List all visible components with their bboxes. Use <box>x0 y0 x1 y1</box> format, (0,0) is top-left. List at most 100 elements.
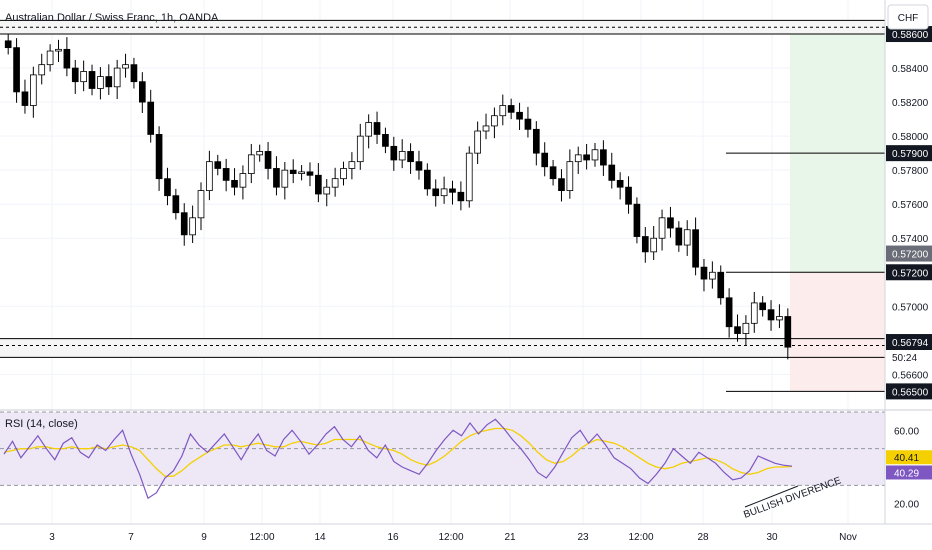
candle-body <box>197 190 205 219</box>
candle-body <box>281 169 289 188</box>
candle-body <box>449 188 456 193</box>
candle-body <box>390 145 398 161</box>
candle-body <box>214 161 222 169</box>
candle-body <box>541 152 549 168</box>
candle-body <box>583 154 590 161</box>
currency-button[interactable]: CHF <box>887 4 929 30</box>
price-tag <box>886 26 932 43</box>
candle-body <box>331 178 339 188</box>
candle-body <box>499 105 507 117</box>
candle-body <box>633 203 641 237</box>
price-axis[interactable]: 0.58400 0.58200 0.58000 0.57800 0.57600 0.574… <box>886 26 932 400</box>
time-tick-label: 23 <box>577 532 589 543</box>
rsi-line <box>3 418 793 500</box>
candle-body <box>524 118 532 130</box>
candle-body <box>21 91 29 106</box>
price-tag-label: 0.56500 <box>892 387 929 398</box>
currency-button-label: CHF <box>898 13 919 24</box>
price-tag <box>886 264 932 281</box>
chart-title: Australian Dollar / Swiss Franc, 1h, OAN… <box>5 12 219 24</box>
time-tick-label: 9 <box>201 532 207 543</box>
candle-body <box>600 149 607 166</box>
candle-body <box>256 151 264 156</box>
time-tick-label: 28 <box>697 532 709 543</box>
rsi-ma-tag <box>886 450 932 465</box>
candle-body <box>138 81 146 103</box>
candle-body <box>465 152 473 202</box>
candle-body <box>105 76 113 88</box>
candle-body <box>750 302 758 324</box>
candle-body <box>667 217 674 229</box>
candle-body <box>700 266 708 280</box>
candle-body <box>239 173 247 188</box>
candle-layer <box>4 34 792 360</box>
candle-body <box>289 169 297 174</box>
candle-body <box>616 179 624 188</box>
candle-body <box>734 326 741 334</box>
rsi-axis[interactable]: 60.00 20.00 40.41 40.29 <box>886 426 932 511</box>
loss-zone <box>790 272 885 392</box>
candle-body <box>71 67 79 83</box>
level-layer <box>0 19 885 392</box>
candle-body <box>742 322 750 334</box>
candle-body <box>264 151 272 169</box>
candle-body <box>172 195 180 214</box>
candle-body <box>482 125 490 132</box>
price-tag <box>886 383 932 400</box>
rsi-pane[interactable]: BULLISH DIVERENCE <box>0 411 885 521</box>
candle-body <box>784 316 792 348</box>
candle-body <box>717 271 725 299</box>
candle-body <box>398 151 406 161</box>
candle-body <box>549 166 557 180</box>
time-tick-label: 14 <box>314 532 326 543</box>
candle-body <box>130 64 138 83</box>
rsi-ma-tag-label: 40.41 <box>894 453 919 464</box>
time-tick-label: 30 <box>766 532 778 543</box>
candle-body <box>273 168 280 188</box>
candle-body <box>625 186 632 205</box>
time-tick-label: 12:00 <box>249 532 274 543</box>
candle-body <box>382 134 389 147</box>
candle-body <box>675 227 683 246</box>
time-tick-label: 3 <box>49 532 55 543</box>
rsi-tick-label: 60.00 <box>894 426 919 437</box>
price-tick-label: 0.57800 <box>892 166 929 177</box>
price-tick-label: 0.57000 <box>892 302 929 313</box>
price-tag-label: 0.57200 <box>892 250 929 261</box>
time-tick-label: 7 <box>128 532 134 543</box>
candle-body <box>206 161 213 191</box>
candle-body <box>97 76 104 89</box>
candle-body <box>164 178 171 197</box>
candle-body <box>315 174 322 195</box>
candle-body <box>532 128 540 154</box>
rsi-value-tag <box>886 465 932 480</box>
candle-body <box>231 179 238 188</box>
time-tick-label: 12:00 <box>438 532 463 543</box>
candle-body <box>558 178 565 191</box>
candle-body <box>474 130 481 154</box>
candle-body <box>147 101 155 135</box>
time-axis[interactable]: 3 7 9 12:00 14 16 12:00 21 23 12:00 28 30 Nov <box>49 532 857 543</box>
rsi-value-tag-label: 40.29 <box>894 468 919 479</box>
candle-body <box>113 67 121 88</box>
time-tick-label: 16 <box>387 532 399 543</box>
time-tick-label: Nov <box>839 532 857 543</box>
candle-body <box>709 271 716 280</box>
candle-body <box>13 47 20 93</box>
candle-body <box>180 212 188 236</box>
price-tick-label: 0.58000 <box>892 132 929 143</box>
candle-body <box>683 229 691 246</box>
countdown-box <box>886 350 932 365</box>
candle-body <box>365 122 372 137</box>
candle-body <box>650 237 658 253</box>
candle-body <box>122 64 129 69</box>
candle-body <box>432 188 440 197</box>
candle-body <box>88 71 96 89</box>
price-tick-label: 0.58400 <box>892 64 929 75</box>
candle-body <box>247 154 255 174</box>
candle-body <box>373 122 381 135</box>
candle-body <box>348 161 356 169</box>
price-tag <box>886 245 932 262</box>
candle-body <box>4 40 12 49</box>
